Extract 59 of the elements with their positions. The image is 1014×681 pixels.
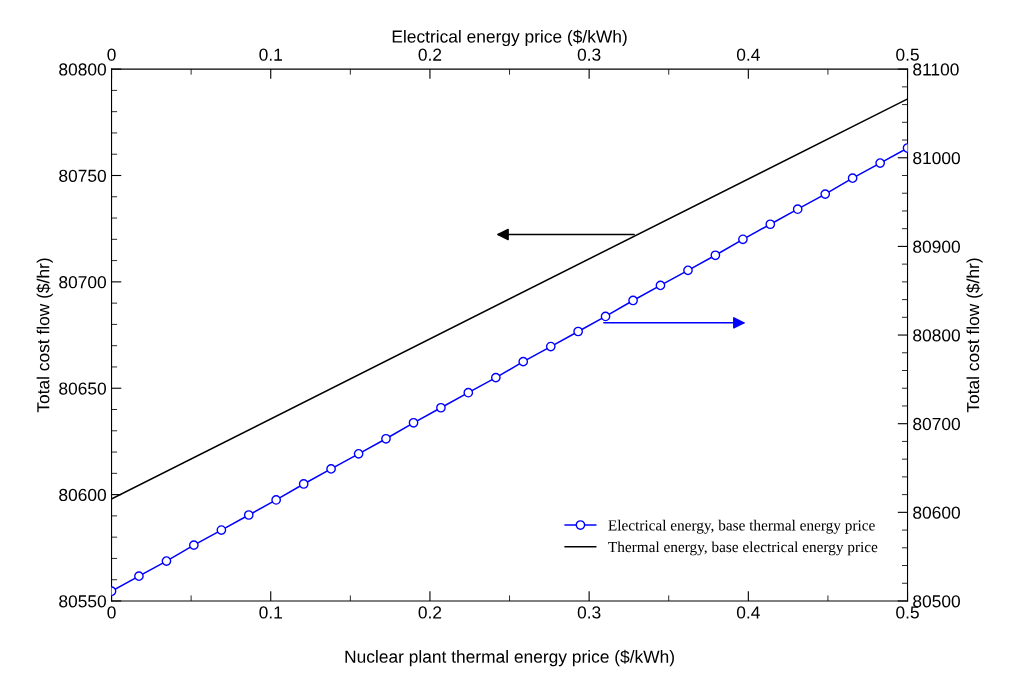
- point: [161, 556, 172, 566]
- point: [710, 250, 721, 261]
- y-tick-label: 80600: [59, 488, 106, 502]
- point: [408, 417, 419, 428]
- x-tick-label: 0.4: [736, 606, 760, 619]
- x2-tick-label: 0.3: [577, 48, 601, 61]
- y-tick-label: 80700: [59, 276, 106, 289]
- point: [436, 402, 446, 413]
- x2-tick-label: 0: [107, 48, 116, 61]
- point: [381, 433, 391, 444]
- legend-label: Thermal energy, base electrical energy price: [608, 541, 878, 556]
- point: [655, 280, 666, 291]
- point: [134, 571, 144, 582]
- y-tick-label: 80650: [59, 382, 106, 395]
- point: [820, 189, 831, 199]
- point: [847, 173, 858, 184]
- y-axis-title: Total cost flow ($/hr): [36, 258, 53, 413]
- point: [600, 311, 611, 322]
- y2-axis-title: Total cost flow ($/hr): [966, 258, 983, 413]
- x2-tick-label: 0.5: [896, 48, 919, 61]
- point: [353, 448, 364, 459]
- y2-tick-label: 80900: [913, 240, 960, 253]
- point: [243, 510, 254, 520]
- x-axis-title: Nuclear plant thermal energy price ($/kWh): [345, 649, 674, 667]
- x-tick-label: 0.2: [418, 606, 442, 619]
- point: [518, 356, 529, 367]
- point: [188, 540, 199, 550]
- point: [683, 265, 693, 276]
- legend-label: Electrical energy, base thermal energy price: [608, 519, 875, 534]
- point: [765, 219, 776, 230]
- point: [573, 326, 584, 337]
- point: [298, 479, 309, 489]
- y2-tick-label: 80600: [913, 506, 960, 519]
- point: [738, 234, 748, 245]
- point: [216, 525, 227, 535]
- y2-tick-label: 80800: [913, 329, 960, 342]
- x-tick-label: 0.1: [259, 606, 282, 619]
- point: [875, 158, 886, 168]
- point: [628, 295, 638, 306]
- x2-tick-label: 0.4: [736, 48, 760, 61]
- y-tick-label: 80800: [59, 63, 106, 76]
- y2-tick-label: 80700: [913, 417, 960, 431]
- point: [545, 341, 556, 352]
- point: [792, 204, 803, 215]
- x-tick-label: 0.3: [577, 606, 601, 619]
- x2-tick-label: 0.2: [418, 48, 442, 61]
- x-tick-label: 0.5: [896, 606, 919, 619]
- x2-axis-title: Electrical energy price ($/kWh): [392, 29, 627, 47]
- y2-tick-label: 81100: [913, 63, 959, 76]
- x-tick-label: 0: [107, 606, 116, 619]
- y-tick-label: 80750: [59, 169, 106, 182]
- x2-tick-label: 0.1: [259, 48, 282, 61]
- point: [490, 372, 501, 383]
- y2-tick-label: 80500: [913, 595, 960, 608]
- point: [271, 495, 282, 505]
- point: [326, 464, 336, 474]
- y-tick-label: 80550: [59, 595, 106, 608]
- point: [463, 387, 474, 398]
- y2-tick-label: 81000: [913, 151, 960, 165]
